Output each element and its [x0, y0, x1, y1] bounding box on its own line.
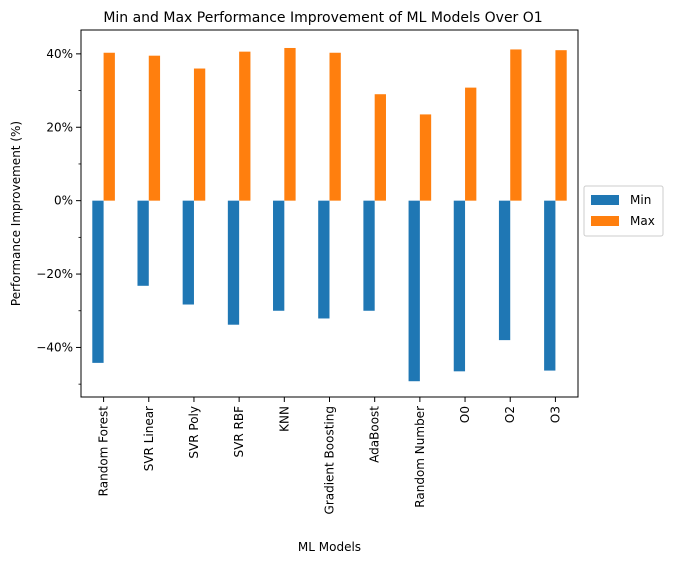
y-tick-label: −20%	[36, 267, 73, 281]
bar-max-8	[419, 114, 432, 201]
y-tick-label: −40%	[36, 340, 73, 354]
bar-min-8	[408, 200, 420, 382]
x-axis-label: ML Models	[298, 540, 361, 554]
x-tick-label: Random Forest	[97, 406, 111, 497]
bar-max-7	[374, 94, 386, 201]
plot-frame	[80, 29, 579, 398]
bar-max-4	[239, 51, 251, 201]
x-tick-label: Gradient Boosting	[323, 406, 337, 514]
y-axis-label: Performance Improvement (%)	[9, 121, 23, 306]
x-tick-label: AdaBoost	[368, 406, 382, 463]
x-tick-label: Random Number	[413, 406, 427, 508]
bar-min-3	[182, 200, 194, 305]
y-tick-label: 20%	[46, 120, 73, 134]
y-tick-label: 40%	[46, 47, 73, 61]
bar-min-4	[227, 200, 240, 325]
bar-max-2	[148, 55, 161, 201]
bar-max-5	[284, 47, 296, 201]
legend-label-min: Min	[630, 193, 651, 207]
bar-max-6	[329, 52, 341, 201]
x-tick-label: SVR RBF	[232, 406, 246, 458]
bar-max-1	[103, 52, 115, 201]
bar-min-1	[92, 200, 104, 363]
legend-swatch-min	[591, 195, 619, 205]
bar-min-2	[137, 200, 149, 286]
bars-group	[92, 47, 567, 382]
bar-max-3	[193, 68, 206, 201]
legend: Min Max	[583, 185, 664, 237]
bar-min-9	[453, 200, 466, 372]
bar-min-6	[318, 200, 330, 319]
bar-min-10	[498, 200, 511, 341]
legend-swatch-max	[591, 216, 619, 226]
x-tick-label: O3	[548, 406, 562, 423]
legend-label-max: Max	[630, 214, 655, 228]
x-tick-label: SVR Poly	[187, 406, 201, 459]
x-axis: Random Forest SVR Linear SVR Poly SVR RBF KN…	[97, 397, 562, 514]
bar-max-9	[465, 87, 477, 201]
x-tick-label: O2	[503, 406, 517, 423]
y-tick-label: 0%	[54, 194, 73, 208]
bar-min-11	[544, 200, 556, 371]
x-tick-label: O0	[458, 406, 472, 423]
x-tick-label: KNN	[277, 406, 291, 432]
bar-max-10	[510, 49, 522, 201]
chart-title: Min and Max Performance Improvement of M…	[103, 10, 542, 26]
y-axis: −40% −20% 0% 20% 40%	[36, 47, 81, 385]
x-tick-label: SVR Linear	[142, 406, 156, 471]
bar-max-11	[555, 50, 567, 201]
bar-min-7	[363, 200, 375, 311]
bar-min-5	[273, 200, 285, 311]
